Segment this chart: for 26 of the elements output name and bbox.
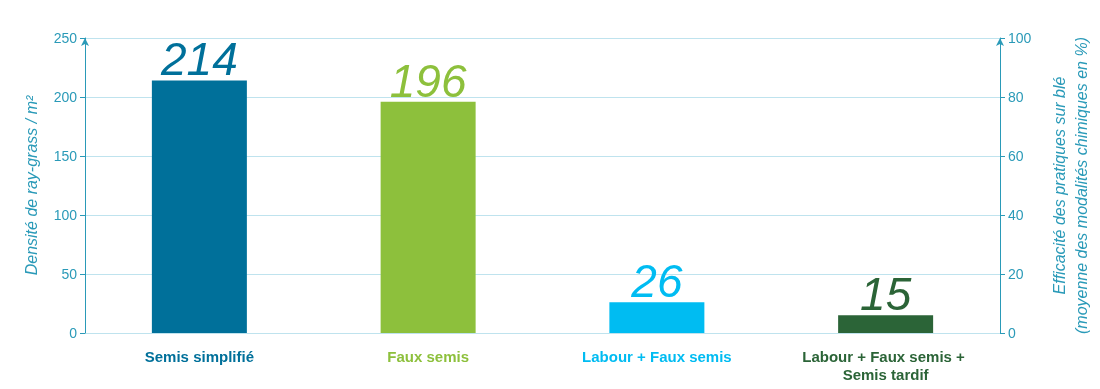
bar [380, 101, 476, 333]
bar [151, 80, 247, 333]
y2-tick-label: 20 [1008, 266, 1024, 282]
data-label: 26 [630, 255, 683, 308]
x-tick-label: Labour + Faux semis [582, 347, 732, 365]
y-tick-label: 200 [53, 89, 78, 105]
x-tick-label: Faux semis [387, 347, 469, 365]
x-tick-label: Semis simplifié [144, 347, 254, 365]
bar [609, 302, 705, 333]
y-tick-label: 150 [53, 148, 78, 164]
y2-axis-title: Efficacité des pratiques sur blé (moyenne des modalités chimiques en %) [1050, 36, 1090, 335]
y2-tick-label: 60 [1008, 148, 1024, 164]
y2-tick-label: 80 [1008, 89, 1024, 105]
y2-tick-label: 100 [1008, 30, 1032, 46]
y2-tick-label: 40 [1008, 207, 1024, 223]
bar [838, 315, 934, 333]
y-tick-label: 0 [69, 325, 78, 341]
data-label: 15 [860, 268, 912, 321]
data-label: 196 [389, 54, 467, 107]
y-axis-title: Densité de ray-grass / m² [23, 95, 41, 276]
data-label: 214 [160, 33, 238, 86]
x-tick-label: Labour + Faux semis + Semis tardif [802, 347, 969, 383]
y2-tick-label: 0 [1008, 325, 1016, 341]
y-tick-label: 250 [53, 30, 78, 46]
y-tick-label: 100 [53, 207, 78, 223]
y-tick-label: 50 [61, 266, 78, 282]
